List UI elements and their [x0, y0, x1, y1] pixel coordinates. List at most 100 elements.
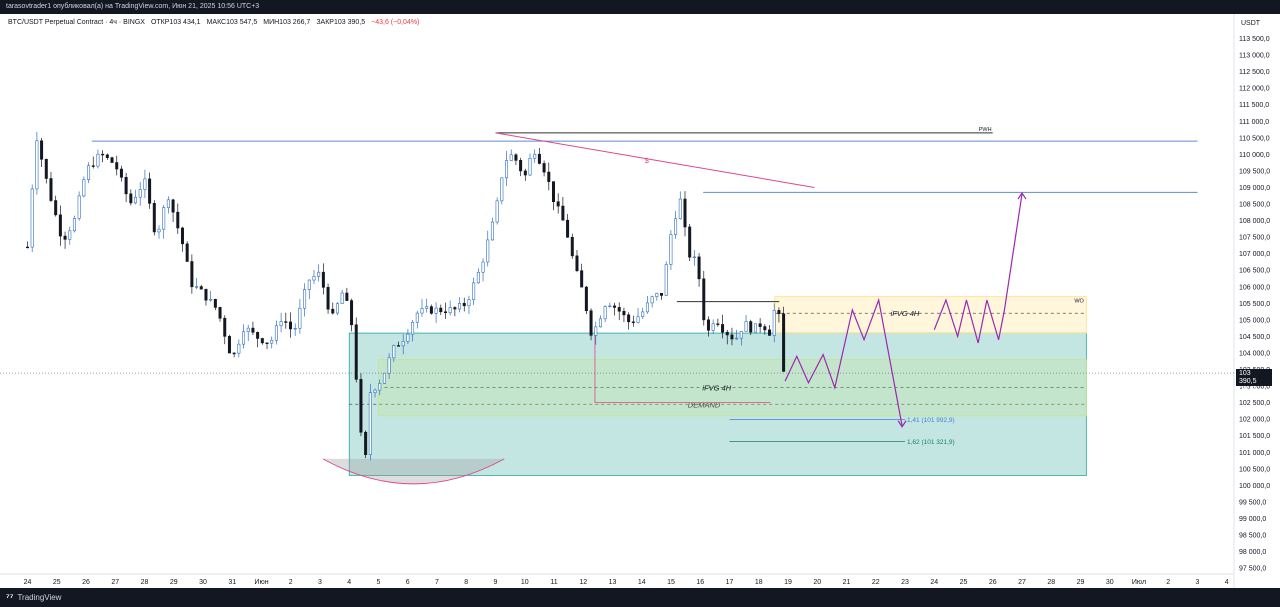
y-tick-label: 112 500,0	[1239, 69, 1270, 76]
x-tick-label: 30	[199, 579, 207, 586]
y-tick-label: 98 000,0	[1239, 549, 1266, 556]
candle-body	[683, 198, 687, 228]
candle-body	[763, 326, 767, 331]
candle-body	[256, 331, 260, 339]
x-tick-label: 12	[579, 579, 587, 586]
candle-body	[326, 287, 330, 310]
candle-body	[575, 255, 579, 272]
candle-body	[354, 324, 358, 380]
candle-body	[44, 158, 48, 179]
fib-level-label: 1,41 (101 992,9)	[907, 417, 955, 424]
zone-label: DEMAND	[688, 400, 721, 409]
candle-body	[697, 256, 701, 280]
candle-body	[547, 171, 551, 182]
candle-body	[580, 270, 584, 288]
candle-body	[500, 177, 504, 202]
y-tick-label: 102 000,0	[1239, 417, 1270, 424]
candle-body	[608, 305, 612, 308]
candle-body	[495, 200, 499, 223]
candle-body	[204, 288, 208, 301]
candle-body	[505, 160, 509, 179]
y-tick-label: 111 500,0	[1239, 102, 1269, 109]
x-tick-label: 23	[901, 579, 909, 586]
candle-body	[772, 310, 776, 336]
y-tick-label: 107 000,0	[1239, 251, 1270, 258]
candle-body	[242, 331, 246, 345]
candle-body	[373, 389, 377, 393]
candle-body	[617, 307, 621, 312]
y-tick-label: 99 500,0	[1239, 499, 1266, 506]
candle-body	[528, 158, 532, 176]
candle-body	[721, 324, 725, 333]
candle-body	[730, 334, 734, 340]
candle-body	[227, 336, 231, 354]
candle-body	[387, 357, 391, 374]
candle-body	[425, 306, 429, 309]
candle-body	[124, 176, 128, 195]
liquidity-marker-line	[594, 329, 771, 404]
candle-body	[246, 327, 250, 333]
x-tick-label: 28	[141, 579, 149, 586]
candle-body	[143, 178, 147, 190]
legend-close: ЗАКР103 390,5	[316, 19, 366, 26]
candle-body	[434, 307, 438, 314]
candle-body	[270, 339, 274, 344]
arrow-up-icon	[1017, 191, 1027, 200]
candle-body	[420, 308, 424, 314]
candle-body	[664, 264, 668, 296]
candle-body	[458, 302, 462, 310]
y-tick-label: 106 000,0	[1239, 284, 1270, 291]
candle-body	[180, 227, 184, 245]
candle-body	[753, 323, 757, 333]
publisher-bar: tarasovtrader1 опубликовал(а) на Trading…	[0, 0, 1280, 14]
candle-body	[481, 261, 485, 273]
last-price-tag: 103 390,5 03:47	[1236, 369, 1272, 393]
candle-body	[570, 236, 574, 257]
candle-body	[119, 168, 123, 178]
x-tick-label: 31	[228, 579, 236, 586]
zone-label: iFVG 4H	[891, 309, 920, 318]
x-tick-label: 24	[24, 579, 32, 586]
x-tick-label: 5	[377, 579, 381, 586]
candle-body	[368, 392, 372, 455]
footer-brand: TradingView	[17, 593, 62, 602]
price-chart[interactable]: USDT 113 500,0 113 000,0 112 500,0 112 000,0…	[0, 14, 1280, 588]
candle-body	[312, 276, 316, 281]
projection-path-down	[784, 297, 903, 426]
candle-body	[87, 165, 91, 180]
candle-body	[711, 323, 715, 331]
footer-bar: ⁷⁷ TradingView	[0, 588, 1280, 607]
x-tick-label: 3	[318, 579, 322, 586]
trendline-label: $	[645, 158, 649, 165]
x-tick-label: 24	[930, 579, 938, 586]
candle-body	[744, 321, 748, 332]
y-tick-label: 109 500,0	[1239, 168, 1270, 175]
candle-body	[660, 292, 664, 296]
candle-body	[467, 299, 471, 307]
y-tick-label: 97 500,0	[1239, 566, 1266, 573]
x-tick-label: 20	[813, 579, 821, 586]
y-tick-label: 100 000,0	[1239, 483, 1270, 490]
candle-body	[650, 296, 654, 304]
x-tick-label: 30	[1106, 579, 1114, 586]
x-tick-label: 4	[347, 579, 351, 586]
x-tick-label: 10	[521, 579, 529, 586]
candle-body	[382, 372, 386, 384]
projection-path-up	[933, 193, 1023, 344]
x-tick-label: 18	[755, 579, 763, 586]
candle-body	[758, 323, 762, 327]
x-tick-label: 2	[289, 579, 293, 586]
candle-body	[509, 154, 513, 161]
y-tick-label: 104 500,0	[1239, 334, 1270, 341]
candle-body	[134, 196, 138, 204]
y-tick-label: 113 500,0	[1239, 36, 1270, 43]
candle-body	[321, 271, 325, 288]
legend-symbol[interactable]: BTC/USDT Perpetual Contract · 4ч · BINGX	[8, 19, 145, 26]
wo-label: WO	[1074, 299, 1084, 305]
candle-body	[584, 286, 588, 312]
candle-body	[669, 234, 673, 265]
candle-body	[110, 157, 114, 163]
candle-body	[218, 307, 222, 319]
legend-low: МИН103 266,7	[263, 19, 311, 26]
x-tick-label: 27	[1018, 579, 1026, 586]
